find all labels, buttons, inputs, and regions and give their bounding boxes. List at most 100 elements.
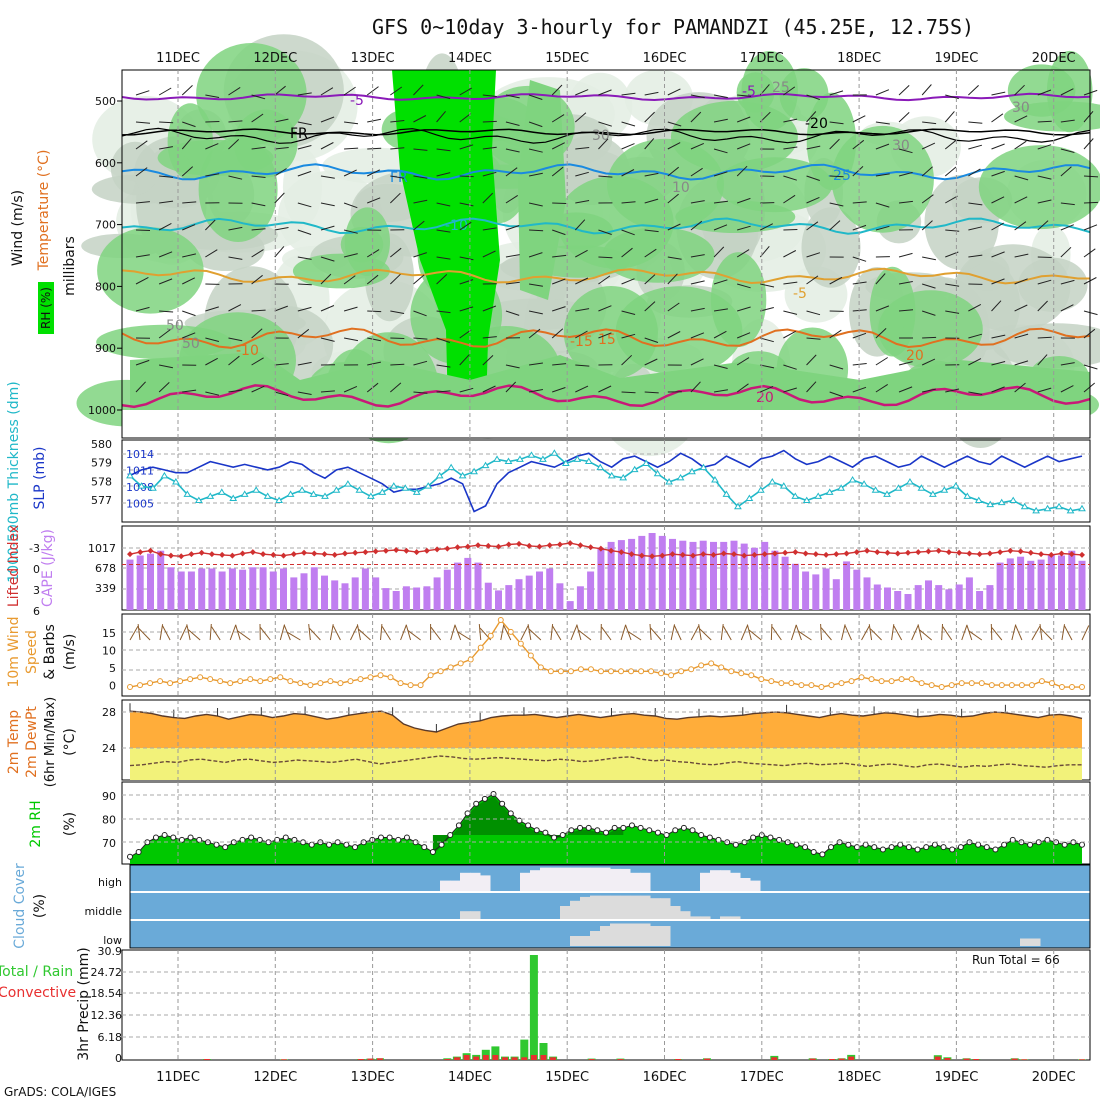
wind-barb [598, 332, 612, 339]
wind-barb [320, 202, 335, 207]
wind-barb [713, 200, 728, 204]
precip-convective-bar [463, 1055, 470, 1060]
wind-barb-10m [159, 624, 164, 641]
wind-speed-marker [738, 670, 745, 677]
wind-barb-10m [942, 626, 953, 641]
wind-barb [552, 306, 566, 312]
thickness-marker [504, 457, 513, 464]
wind-barb [783, 86, 796, 96]
bottom-date-label: 20DEC [1032, 1070, 1076, 1085]
cloud-cell-low [1020, 938, 1031, 946]
precip-tick: 12.36 [91, 1009, 123, 1022]
wind-barb [736, 165, 748, 177]
wind-speed-marker [768, 678, 775, 685]
millibars-axis-label: millibars [62, 236, 78, 296]
wind-barb [205, 357, 218, 366]
wind-barb [135, 359, 150, 366]
wind-barb [783, 281, 798, 285]
precip-tick: 6.18 [98, 1031, 123, 1044]
wind-barb [1083, 110, 1094, 123]
rh-marker [949, 846, 956, 853]
cape-bar [843, 561, 851, 610]
lifted-index-marker [577, 542, 584, 549]
rh-marker [481, 795, 488, 802]
wind-barb [922, 388, 936, 393]
wind-barb [968, 168, 981, 177]
wind-speed-marker [127, 684, 133, 691]
rh-marker [213, 841, 220, 848]
wind-barb-10m [1064, 625, 1073, 641]
level-label: 600 [95, 157, 116, 170]
wind-barb [228, 256, 243, 260]
cloud-cell-high [460, 872, 471, 891]
wind-barb [205, 219, 216, 231]
wind-barb [343, 229, 358, 234]
bottom-date-label: 17DEC [740, 1070, 784, 1085]
rh-marker [187, 834, 194, 841]
lifted-index-marker [915, 549, 922, 556]
wind-speed-marker [507, 628, 514, 635]
isotherm-label: 30 [1012, 100, 1030, 116]
lifted-index-marker [556, 541, 563, 548]
wind-barb [158, 382, 170, 393]
lifted-index-marker [423, 547, 430, 554]
rh-marker [1079, 841, 1085, 848]
wind-barb-10m [279, 624, 285, 641]
wind-speed-marker [297, 680, 304, 687]
rh-marker [152, 834, 159, 841]
cloud-cell-middle [690, 916, 701, 919]
wind-speed-marker [417, 682, 424, 689]
wind-barb [274, 118, 289, 123]
cape-bar [239, 569, 247, 610]
wind-barb [505, 94, 520, 99]
isotherm-line [121, 267, 1090, 285]
wind-barb [1014, 140, 1027, 150]
thickness-marker [229, 494, 238, 501]
wind-barb [436, 110, 446, 123]
wind-speed-marker [718, 664, 725, 671]
wind-speed-marker [1079, 684, 1085, 691]
cape-bar [464, 557, 472, 610]
rh-tick: 90 [102, 790, 116, 803]
cape-bar [669, 538, 676, 610]
wind-barb-10m [990, 623, 993, 641]
wind-barb [667, 121, 682, 127]
wind-barb [945, 283, 960, 287]
wind-speed-marker [608, 668, 615, 675]
wind-barb [713, 389, 728, 393]
slp-tick: 1014 [126, 448, 154, 461]
wind-barb [436, 172, 451, 177]
wind-barb-10m [917, 624, 923, 641]
rh-column [518, 80, 566, 300]
wind-barb-10m [620, 624, 627, 641]
wind-speed-marker [648, 668, 655, 675]
wind-barb [968, 202, 983, 206]
cloud-cover-panel: high middle low Cloud Cover (%) [12, 863, 1091, 949]
wind-barb [344, 337, 358, 342]
isotherm-line [121, 92, 1091, 102]
cloud-cell-middle [470, 911, 481, 919]
wind-barb [205, 337, 220, 342]
wind-barb [806, 337, 821, 340]
wind-barb [1060, 362, 1075, 366]
thickness-marker [1020, 502, 1029, 510]
wind-barb [551, 142, 565, 150]
rh-marker [421, 844, 428, 851]
wind-barb [529, 362, 543, 366]
wind-barb-10m [332, 625, 341, 641]
wind-barb [736, 143, 751, 150]
wind-barb-10m [570, 625, 578, 641]
lifted-index-marker [792, 549, 799, 556]
cape-bar [423, 586, 431, 610]
wind-barb [505, 364, 520, 369]
wind-barb [367, 147, 382, 150]
wind-barb [505, 381, 517, 393]
precip-convective-bar [1079, 1059, 1085, 1060]
wind-barb [737, 197, 751, 204]
precip-convective-bar [675, 1059, 682, 1060]
cape-bar [249, 567, 257, 610]
precip-convective-bar [973, 1059, 980, 1060]
lifted-index-marker [966, 550, 973, 557]
wind-barb-10m [649, 623, 652, 641]
cloud-row-label: low [103, 934, 122, 947]
